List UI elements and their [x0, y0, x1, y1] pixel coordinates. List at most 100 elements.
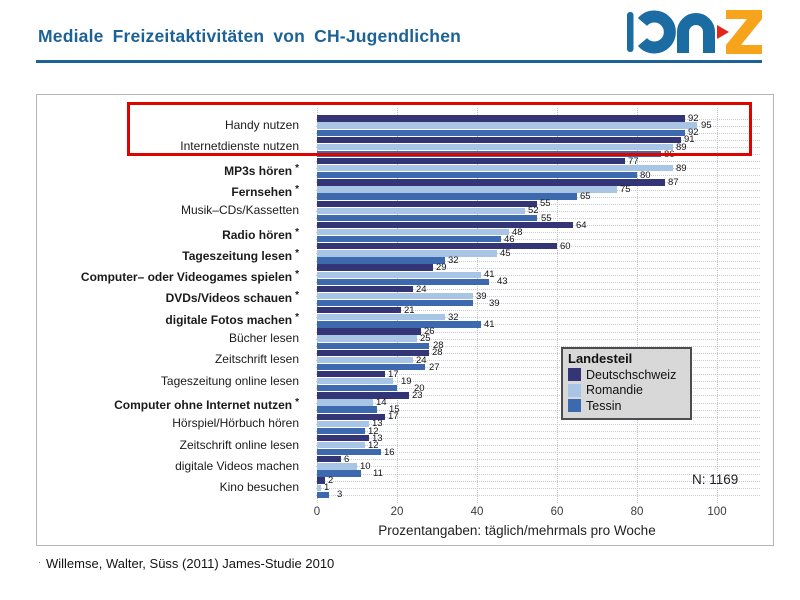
- bar-value-label: 48: [512, 226, 523, 238]
- bar-romandie: [317, 292, 473, 300]
- bar-romandie: [317, 271, 481, 278]
- x-tick-label: 60: [550, 506, 564, 519]
- bar-tessin: [317, 214, 537, 222]
- bar-romandie: [317, 122, 697, 129]
- significance-asterisk: *: [295, 269, 299, 281]
- bar-value-label: 32: [448, 255, 459, 267]
- bar-value-label: 55: [540, 198, 551, 210]
- category-label: Tageszeitung lesen *: [182, 247, 299, 263]
- bar-value-label: 3: [337, 489, 343, 501]
- bar-deutschschweiz: [317, 136, 681, 143]
- bar-romandie: [317, 207, 525, 214]
- bar-romandie: [317, 378, 393, 385]
- bar-deutschschweiz: [317, 434, 369, 442]
- bar-tessin: [317, 363, 425, 371]
- bar-romandie: [317, 484, 321, 491]
- bar-value-label: 89: [676, 162, 687, 174]
- bar-value-label: 28: [432, 347, 443, 359]
- bar-value-label: 92: [688, 127, 699, 139]
- gridline: [557, 108, 558, 504]
- bar-chart-figure: Handy nutzen 92 95 92 Internetdienste nutzen…: [36, 94, 774, 546]
- category-label: MP3s hören *: [224, 162, 299, 178]
- row-gridline: [316, 253, 760, 255]
- bar-value-label: 39: [489, 297, 500, 309]
- bar-tessin: [317, 427, 365, 435]
- row-gridline: [316, 438, 760, 439]
- row-gridline: [316, 260, 760, 262]
- bar-value-label: 46: [504, 233, 515, 245]
- significance-asterisk: *: [295, 396, 299, 408]
- legend: Landesteil Deutschschweiz Romandie Tessin: [561, 347, 692, 420]
- bar-value-label: 77: [628, 155, 639, 167]
- category-label: Zeitschrift lesen: [214, 352, 299, 367]
- row-gridline: [316, 494, 760, 496]
- row-gridline: [316, 480, 760, 482]
- row-gridline: [316, 324, 760, 326]
- row-gridline: [316, 466, 760, 468]
- bar-deutschschweiz: [317, 243, 557, 250]
- bar-tessin: [317, 278, 489, 285]
- bar-tessin: [317, 449, 381, 456]
- category-label: Internetdienste nutzen: [180, 139, 299, 154]
- bar-value-label: 12: [368, 425, 379, 437]
- bar-deutschschweiz: [317, 200, 537, 207]
- significance-asterisk: *: [295, 162, 299, 174]
- bar-value-label: 43: [497, 276, 508, 288]
- row-gridline: [316, 210, 760, 212]
- legend-entry: Romandie: [568, 383, 685, 399]
- category-label: Zeitschrift online lesen: [179, 437, 299, 452]
- bar-value-label: 2: [328, 475, 334, 487]
- bar-romandie: [317, 165, 673, 172]
- bar-value-label: 45: [500, 248, 511, 259]
- bar-tessin: [317, 299, 473, 307]
- row-gridline: [316, 239, 760, 241]
- bar-value-label: 92: [688, 113, 699, 125]
- gridline: [477, 108, 478, 504]
- bar-value-label: 19: [401, 375, 412, 387]
- logo-red-triangle-icon: [717, 25, 729, 39]
- row-gridline: [316, 423, 760, 425]
- bar-tessin: [317, 491, 329, 498]
- bar-tessin: [317, 385, 397, 392]
- significance-asterisk: *: [295, 311, 299, 323]
- bar-romandie: [317, 399, 373, 406]
- bar-value-label: 24: [416, 283, 427, 295]
- sample-size-label: N: 1169: [692, 472, 739, 487]
- row-gridline: [316, 232, 760, 234]
- bar-value-label: 25: [420, 333, 431, 345]
- row-gridline: [316, 409, 760, 411]
- bar-romandie: [317, 463, 357, 470]
- gridline: [717, 108, 718, 504]
- citation-text: Willemse, Walter, Süss (2011) James-Stud…: [46, 556, 335, 571]
- bar-deutschschweiz: [317, 477, 325, 484]
- bar-value-label: 52: [528, 205, 539, 217]
- legend-label: Tessin: [586, 398, 622, 413]
- citation: · Willemse, Walter, Süss (2011) James-Stu…: [38, 556, 334, 571]
- row-gridline: [316, 416, 760, 418]
- legend-entry: Deutschschweiz: [568, 367, 685, 383]
- category-label: Fernsehen *: [231, 183, 299, 199]
- bar-value-label: 80: [640, 169, 651, 181]
- bar-value-label: 17: [388, 368, 399, 380]
- page-title: Mediale Freizeitaktivitäten von CH-Jugen…: [38, 26, 462, 46]
- bar-deutschschweiz: [317, 307, 401, 314]
- category-label: digitale Videos machen: [175, 458, 299, 473]
- row-gridline: [316, 374, 760, 376]
- logo-letter-z-icon: [726, 10, 762, 54]
- row-gridline: [316, 430, 760, 432]
- bar-romandie: [317, 228, 509, 236]
- bar-value-label: 14: [376, 397, 387, 409]
- legend-entry: Tessin: [568, 398, 685, 414]
- bar-value-label: 20: [414, 382, 425, 394]
- logo-letter-h-icon: [677, 13, 715, 53]
- x-tick-label: 40: [470, 506, 484, 519]
- row-gridline: [316, 381, 760, 383]
- bar-value-label: 21: [404, 304, 415, 316]
- bar-value-label: 6: [344, 453, 350, 465]
- row-gridline: [316, 388, 760, 390]
- bar-deutschschweiz: [317, 413, 385, 420]
- bar-value-label: 95: [701, 120, 712, 132]
- bar-romandie: [317, 314, 445, 321]
- legend-label: Deutschschweiz: [586, 367, 677, 382]
- row-gridline: [316, 473, 760, 475]
